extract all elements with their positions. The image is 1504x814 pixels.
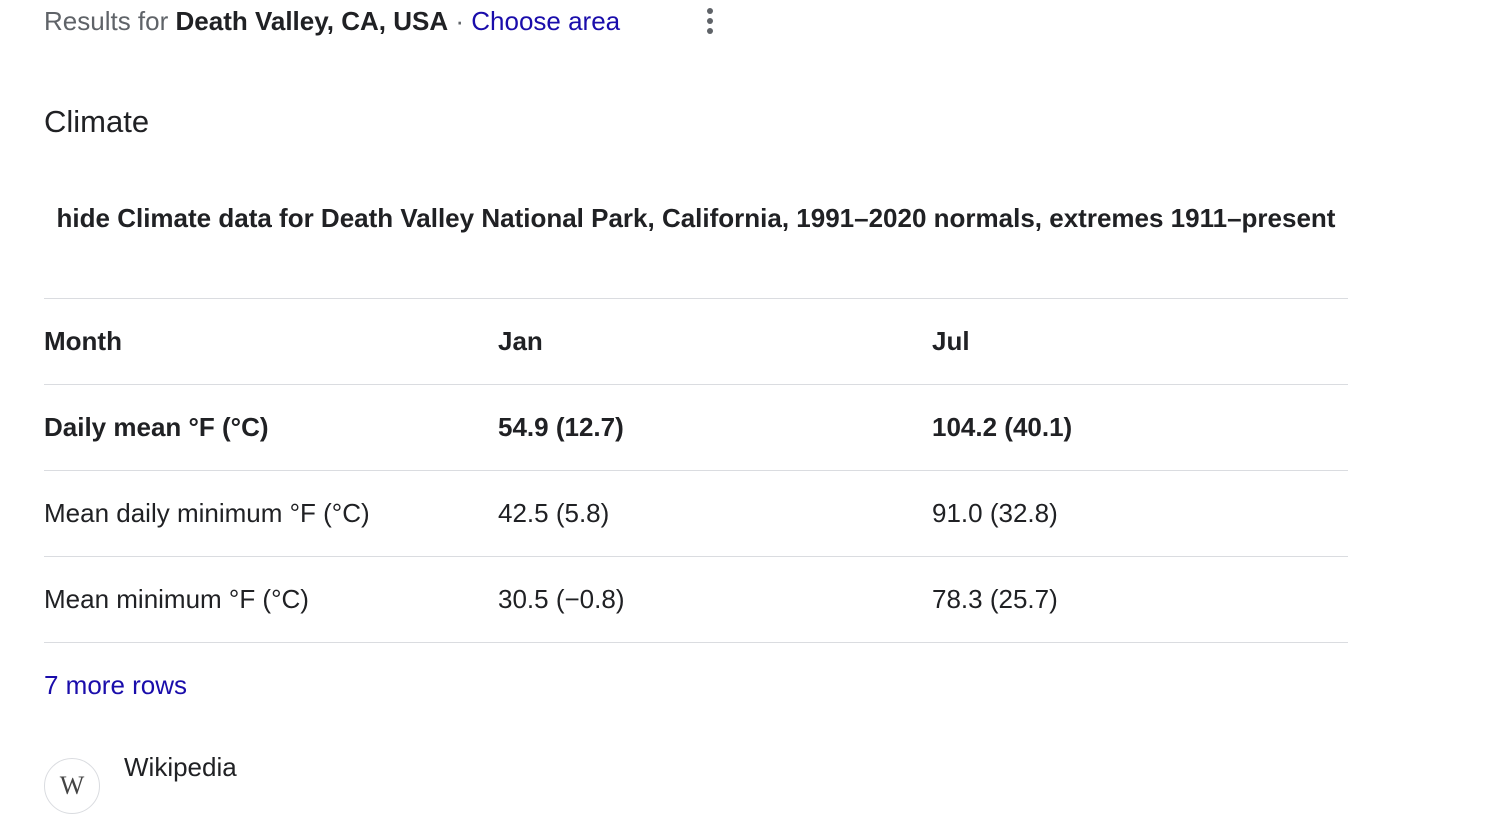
cell: 91.0 (32.8) bbox=[932, 470, 1348, 557]
column-header: Month bbox=[44, 298, 498, 385]
column-header: Jul bbox=[932, 298, 1348, 385]
more-menu[interactable] bbox=[700, 6, 720, 36]
cell: 30.5 (−0.8) bbox=[498, 556, 932, 643]
section-title: Climate bbox=[44, 104, 150, 139]
choose-area-link[interactable]: Choose area bbox=[471, 6, 621, 36]
page: Results for Death Valley, CA, USA · Choo… bbox=[44, 6, 1348, 814]
separator: · bbox=[455, 6, 465, 36]
row-label: Mean minimum °F (°C) bbox=[44, 556, 498, 643]
table-row: Mean daily minimum °F (°C) 42.5 (5.8) 91.0… bbox=[44, 470, 1348, 557]
results-prefix: Results for bbox=[44, 6, 169, 36]
cell: 78.3 (25.7) bbox=[932, 556, 1348, 643]
table-row: Daily mean °F (°C) 54.9 (12.7) 104.2 (40.1… bbox=[44, 384, 1348, 471]
results-header: Results for Death Valley, CA, USA · Choo… bbox=[44, 6, 620, 37]
table-body: Month Jan Jul Daily mean °F (°C) 54.9 (12.7)… bbox=[44, 298, 1348, 643]
table-caption: hide Climate data for Death Valley Natio… bbox=[44, 196, 1338, 240]
table-row: Mean minimum °F (°C) 30.5 (−0.8) 78.3 (25.… bbox=[44, 556, 1348, 643]
caption-toggle[interactable]: hide bbox=[56, 203, 110, 233]
location: Death Valley, CA, USA bbox=[175, 6, 449, 36]
column-header: Jan bbox=[498, 298, 932, 385]
source-icon: W bbox=[44, 758, 100, 814]
cell: 42.5 (5.8) bbox=[498, 470, 932, 557]
source-name[interactable]: Wikipedia bbox=[124, 752, 237, 782]
cell: 54.9 (12.7) bbox=[498, 384, 932, 471]
row-label: Daily mean °F (°C) bbox=[44, 384, 498, 471]
header-row: Month Jan Jul bbox=[44, 298, 1348, 385]
more-rows-link[interactable]: 7 more rows bbox=[44, 670, 188, 700]
cell: 104.2 (40.1) bbox=[932, 384, 1348, 471]
caption-text: Climate data for Death Valley National P… bbox=[117, 203, 1336, 233]
row-label: Mean daily minimum °F (°C) bbox=[44, 470, 498, 557]
climate-table: Month Jan Jul Daily mean °F (°C) 54.9 (12.7)… bbox=[44, 298, 1348, 643]
